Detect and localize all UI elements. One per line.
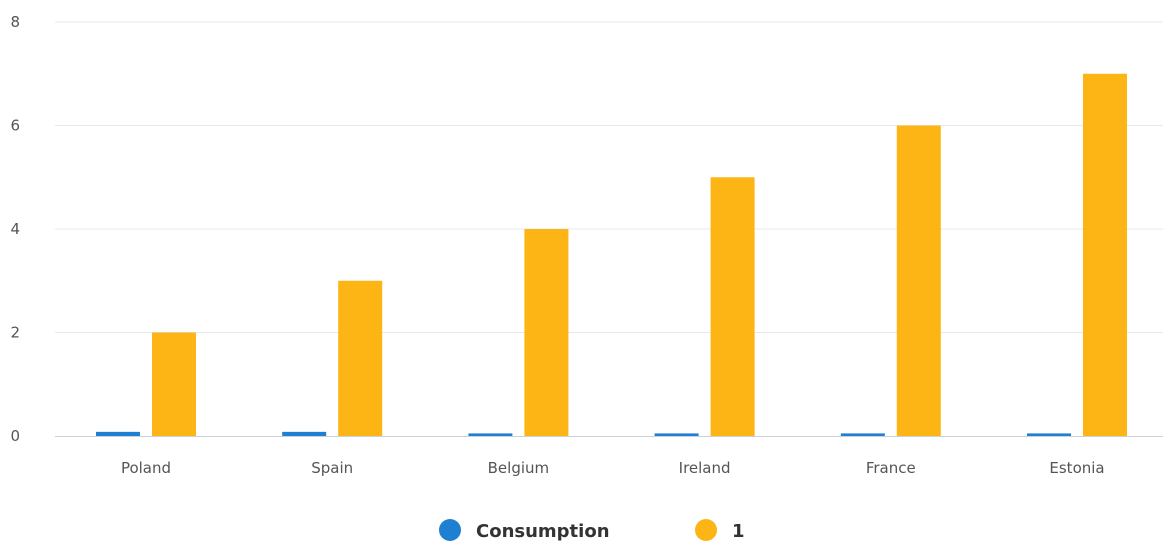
bar-series-1[interactable] [152,332,196,437]
bar-series-1[interactable] [896,125,941,437]
legend-marker [695,519,717,541]
x-tick-label: France [866,459,916,477]
y-tick-label: 0 [10,427,20,445]
bar-series-1[interactable] [710,177,755,436]
bar-consumption[interactable] [96,431,140,436]
x-axis: Poland Spain Belgium Ireland France Estonia [121,459,1105,477]
x-tick-label: Belgium [488,459,550,477]
y-tick-label: 2 [10,324,20,342]
legend: Consumption 1 [439,519,745,542]
x-tick-label: Spain [311,459,353,477]
y-tick-label: 8 [10,13,20,31]
y-tick-label: 6 [10,117,20,135]
x-tick-label: Poland [121,459,171,477]
bar-series-1[interactable] [1083,73,1127,436]
bar-consumption[interactable] [468,433,513,436]
bar-series-1[interactable] [524,229,569,436]
legend-label: Consumption [476,521,610,542]
bar-consumption[interactable] [840,433,885,436]
y-axis: 0 2 4 6 8 [10,13,20,445]
bars [96,73,1127,437]
bar-consumption[interactable] [654,433,699,436]
bar-consumption[interactable] [282,431,327,436]
legend-item[interactable]: 1 [695,519,745,542]
y-tick-label: 4 [10,220,20,238]
legend-label: 1 [732,521,745,542]
gridlines [55,21,1163,333]
bar-series-1[interactable] [338,280,383,436]
x-tick-label: Estonia [1049,459,1104,477]
bar-consumption[interactable] [1027,433,1071,436]
legend-marker [439,519,461,541]
x-tick-label: Ireland [679,459,731,477]
legend-item[interactable]: Consumption [439,519,610,542]
